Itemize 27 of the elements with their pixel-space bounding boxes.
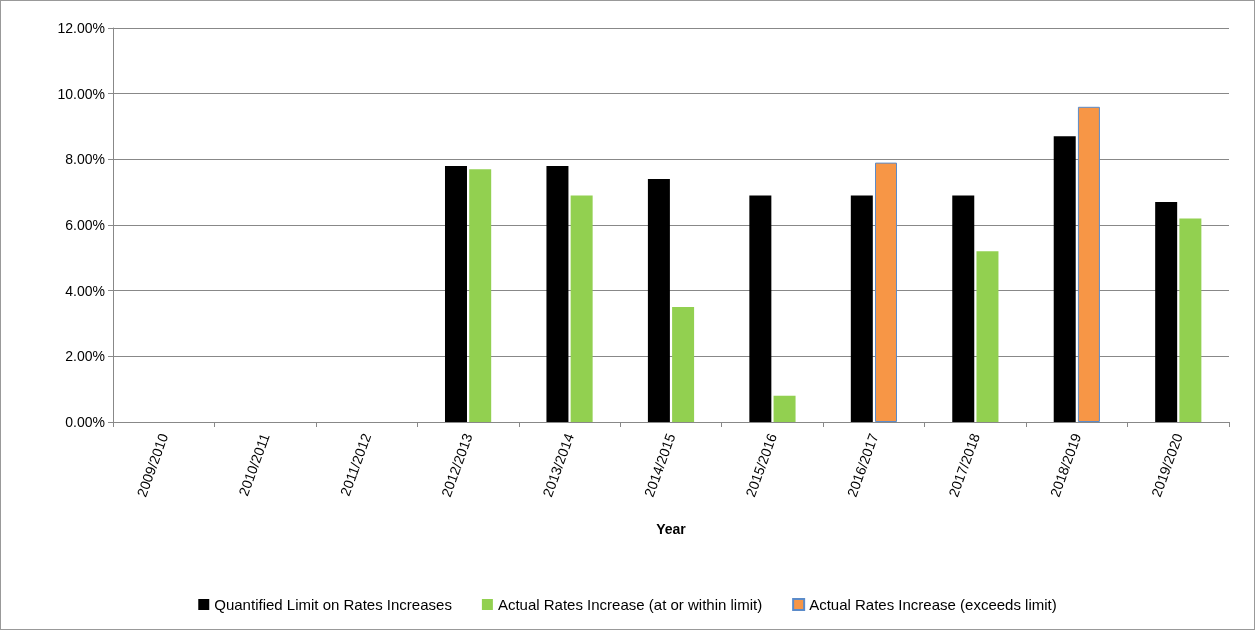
bar bbox=[1155, 202, 1178, 422]
bar bbox=[570, 195, 593, 422]
bar bbox=[672, 307, 695, 422]
y-tick-label: 6.00% bbox=[65, 217, 105, 233]
y-tick-label: 0.00% bbox=[65, 414, 105, 430]
bar bbox=[647, 179, 670, 422]
bar bbox=[1179, 218, 1202, 422]
bar bbox=[1053, 136, 1076, 422]
bar bbox=[546, 165, 569, 422]
bar bbox=[749, 195, 772, 422]
bar bbox=[1077, 106, 1100, 422]
legend-label: Quantified Limit on Rates Increases bbox=[214, 596, 452, 613]
bar bbox=[444, 165, 467, 422]
y-tick-label: 2.00% bbox=[65, 348, 105, 365]
y-tick-label: 4.00% bbox=[65, 282, 105, 299]
bar bbox=[469, 169, 492, 422]
y-tick-label: 10.00% bbox=[57, 85, 105, 102]
bar bbox=[850, 195, 873, 422]
bar bbox=[976, 251, 999, 422]
legend-label: Actual Rates Increase (at or within limit) bbox=[497, 596, 763, 613]
bar bbox=[875, 162, 898, 422]
y-tick-label: 8.00% bbox=[65, 151, 105, 168]
bar bbox=[773, 395, 796, 422]
x-axis-title: Year bbox=[656, 521, 687, 537]
y-tick-label: 12.00% bbox=[57, 20, 105, 36]
legend-label: Actual Rates Increase (exceeds limit) bbox=[809, 596, 1057, 613]
bar bbox=[952, 195, 975, 422]
